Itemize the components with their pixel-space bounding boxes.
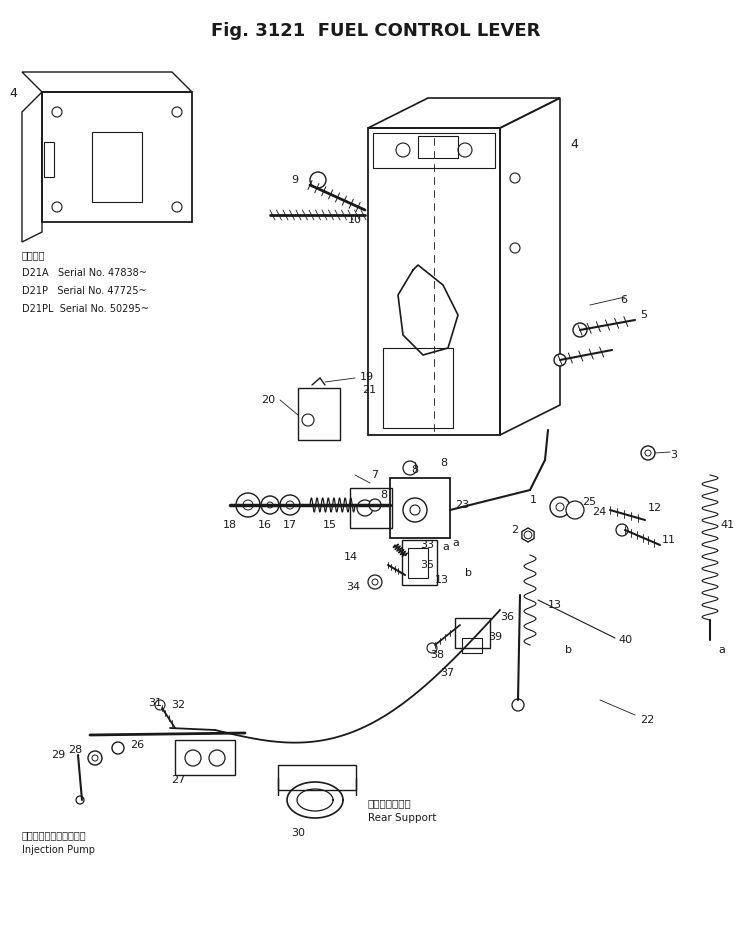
Circle shape — [368, 575, 382, 589]
Bar — [278, 765, 356, 790]
Circle shape — [369, 499, 381, 511]
Text: 26: 26 — [130, 740, 144, 750]
Circle shape — [261, 496, 279, 514]
Text: 8: 8 — [411, 465, 419, 475]
Text: 31: 31 — [148, 698, 162, 708]
Circle shape — [427, 643, 437, 653]
Text: 24: 24 — [592, 507, 606, 517]
Text: 18: 18 — [223, 520, 237, 530]
Text: 8: 8 — [380, 490, 387, 500]
Circle shape — [88, 751, 102, 765]
Bar — [418, 136, 458, 158]
Text: 27: 27 — [171, 775, 185, 785]
Text: 41: 41 — [720, 520, 734, 530]
Text: b: b — [565, 645, 572, 655]
Text: Rear Support: Rear Support — [368, 813, 436, 823]
Text: 5: 5 — [640, 310, 647, 320]
Circle shape — [573, 323, 587, 337]
Text: 14: 14 — [344, 552, 358, 562]
Circle shape — [550, 497, 570, 517]
Text: 34: 34 — [346, 582, 360, 592]
Text: b: b — [465, 568, 472, 578]
Circle shape — [280, 495, 300, 515]
Text: 22: 22 — [640, 715, 654, 725]
Circle shape — [209, 750, 225, 766]
Text: a: a — [452, 538, 459, 548]
Text: インジェクションポンプ: インジェクションポンプ — [22, 830, 86, 840]
Text: 3: 3 — [670, 450, 677, 460]
Bar — [408, 548, 428, 578]
Text: Fig. 3121  FUEL CONTROL LEVER: Fig. 3121 FUEL CONTROL LEVER — [211, 22, 541, 40]
Text: 12: 12 — [648, 503, 662, 513]
Text: 37: 37 — [440, 668, 454, 678]
Text: D21P   Serial No. 47725~: D21P Serial No. 47725~ — [22, 286, 147, 296]
Text: 1: 1 — [530, 495, 537, 505]
Text: 29: 29 — [50, 750, 65, 760]
Text: 4: 4 — [9, 87, 17, 100]
Circle shape — [236, 493, 260, 517]
Circle shape — [566, 501, 584, 519]
Text: 39: 39 — [488, 632, 502, 642]
Text: 16: 16 — [258, 520, 272, 530]
Bar — [390, 478, 450, 538]
Circle shape — [641, 446, 655, 460]
Text: リヤーサポート: リヤーサポート — [368, 798, 412, 808]
Text: 8: 8 — [440, 458, 447, 468]
Text: 17: 17 — [283, 520, 297, 530]
Text: a: a — [718, 645, 725, 655]
Circle shape — [512, 699, 524, 711]
Text: 2: 2 — [511, 525, 518, 535]
Text: 40: 40 — [618, 635, 632, 645]
Bar — [298, 388, 340, 440]
Text: 11: 11 — [662, 535, 676, 545]
Bar — [44, 142, 54, 177]
Text: 10: 10 — [348, 215, 362, 225]
Text: 6: 6 — [620, 295, 627, 305]
Text: 13: 13 — [435, 575, 449, 585]
Text: 28: 28 — [68, 745, 82, 755]
Text: 13: 13 — [548, 600, 562, 610]
Bar — [175, 740, 235, 775]
Bar — [42, 92, 192, 222]
Text: 33: 33 — [420, 540, 434, 550]
Text: 38: 38 — [430, 650, 444, 660]
Polygon shape — [522, 528, 534, 542]
Bar — [462, 638, 482, 653]
Text: 36: 36 — [500, 612, 514, 622]
Text: 19: 19 — [360, 372, 374, 382]
Bar — [350, 488, 392, 528]
Text: Injection Pump: Injection Pump — [22, 845, 95, 855]
Text: 7: 7 — [371, 470, 378, 480]
Circle shape — [310, 172, 326, 188]
Text: D21PL  Serial No. 50295~: D21PL Serial No. 50295~ — [22, 304, 149, 314]
Text: 23: 23 — [455, 500, 469, 510]
Text: 21: 21 — [362, 385, 376, 395]
Circle shape — [616, 524, 628, 536]
Text: 30: 30 — [291, 828, 305, 838]
Bar — [455, 618, 490, 648]
Text: 32: 32 — [171, 700, 185, 710]
Text: 35: 35 — [420, 560, 434, 570]
Circle shape — [185, 750, 201, 766]
Text: D21A   Serial No. 47838~: D21A Serial No. 47838~ — [22, 268, 147, 278]
Text: 20: 20 — [261, 395, 275, 405]
Text: 適用号機: 適用号機 — [22, 250, 46, 260]
Text: 15: 15 — [323, 520, 337, 530]
Bar — [402, 540, 437, 585]
Circle shape — [554, 354, 566, 366]
Text: 25: 25 — [582, 497, 596, 507]
Text: 4: 4 — [570, 138, 578, 151]
Text: a: a — [442, 542, 449, 552]
Bar — [383, 348, 453, 428]
Circle shape — [112, 742, 124, 754]
Bar — [368, 128, 500, 435]
Bar — [373, 133, 495, 168]
Bar — [92, 132, 142, 202]
Text: 9: 9 — [292, 175, 299, 185]
